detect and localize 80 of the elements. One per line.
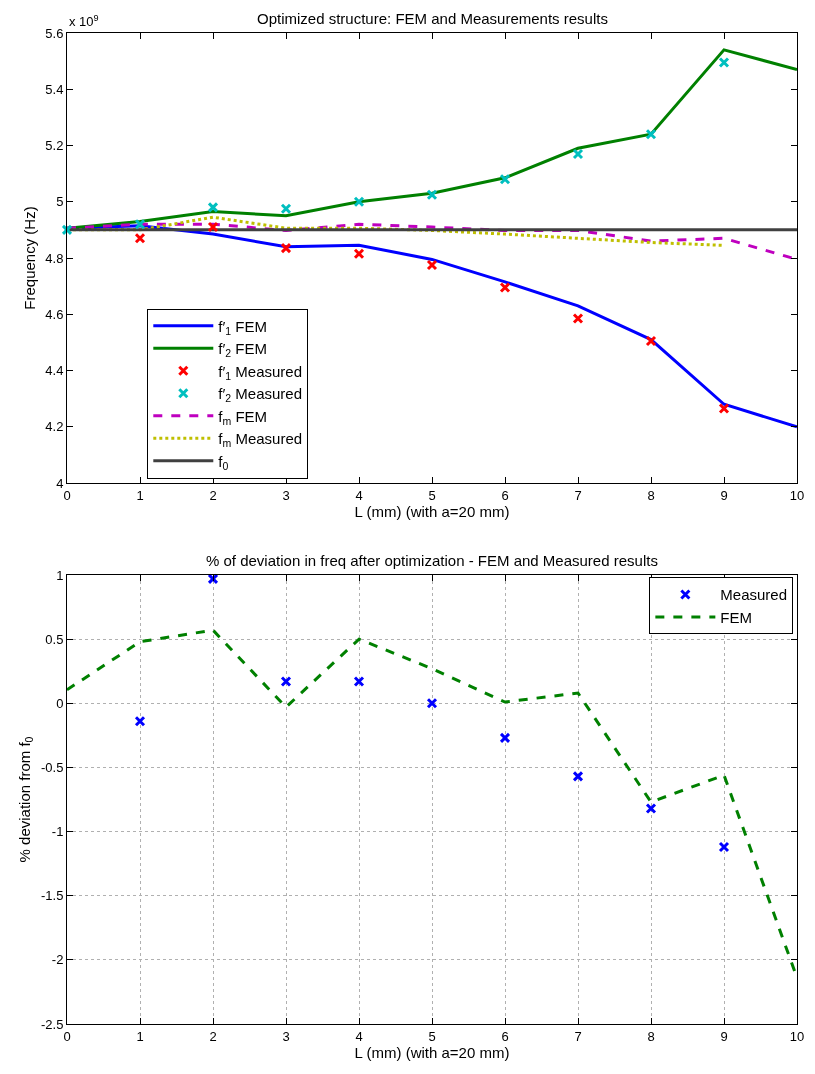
x-tick-label: 7 — [574, 487, 582, 503]
x-tick-label: 1 — [136, 1028, 144, 1044]
x-tick-label: 10 — [789, 487, 805, 503]
y-tick-label: 0.5 — [45, 631, 64, 647]
y-tick-label: 4.2 — [45, 419, 64, 435]
y-tick-label: 4.6 — [45, 306, 64, 322]
text: x 10$^{9}$ — [69, 13, 99, 30]
x-tick-label: 8 — [647, 487, 655, 503]
point — [207, 221, 219, 233]
point — [134, 218, 146, 230]
x-tick-label: 6 — [501, 487, 509, 503]
y-axis-title: Frequency (Hz) — [20, 206, 38, 310]
point — [280, 203, 292, 215]
point — [718, 402, 730, 414]
point — [61, 224, 73, 236]
point — [280, 242, 292, 254]
x-tick-label: 6 — [501, 1028, 509, 1044]
x-tick-label: 5 — [428, 1028, 436, 1044]
point — [645, 128, 657, 140]
x-tick-label: 2 — [209, 487, 217, 503]
y-tick-label: 4.8 — [45, 250, 64, 266]
x-tick-label: 10 — [789, 1028, 805, 1044]
x-tick-label: 9 — [720, 1028, 728, 1044]
y-tick-label: -1.5 — [40, 888, 64, 904]
x-tick-label: 3 — [282, 1028, 290, 1044]
legend-label: f′$_{2}$ FEM — [218, 340, 267, 360]
chart-title: % of deviation in freq after optimization - FEM and Measured results — [206, 552, 658, 569]
chart-title: Optimized structure: FEM and Measurements results — [257, 10, 608, 27]
y-tick-label: -0.5 — [40, 759, 64, 775]
x-tick-label: 2 — [209, 1028, 217, 1044]
point — [280, 675, 292, 687]
point — [572, 312, 584, 324]
legend-label: f$_{m}$ Measured — [218, 430, 303, 450]
legend-label: FEM — [720, 608, 753, 626]
x-tick-label: 4 — [355, 1028, 363, 1044]
point — [426, 259, 438, 271]
x-tick-label: 9 — [720, 487, 728, 503]
point — [207, 573, 219, 585]
point — [134, 715, 146, 727]
legend-label: f$_{m}$ FEM — [218, 407, 268, 427]
point — [207, 201, 219, 213]
x-tick-label: 5 — [428, 487, 436, 503]
point — [718, 841, 730, 853]
point — [499, 732, 511, 744]
point — [718, 57, 730, 69]
x-tick-label: 1 — [136, 487, 144, 503]
point — [353, 675, 365, 687]
point — [645, 802, 657, 814]
y-tick-label: 5 — [56, 194, 64, 210]
y-tick-label: 4.4 — [45, 363, 64, 379]
legend-label: f$_{0}$ — [218, 452, 229, 472]
legend-label: f′$_{2}$ Measured — [218, 385, 302, 405]
x-tick-label: 8 — [647, 1028, 655, 1044]
point — [499, 282, 511, 294]
point — [572, 770, 584, 782]
x-tick-label: 4 — [355, 487, 363, 503]
point — [645, 335, 657, 347]
y-tick-label: 5.6 — [45, 25, 64, 41]
x-axis-title: L (mm) (with a=20 mm) — [354, 1043, 510, 1061]
point — [426, 189, 438, 201]
point — [572, 148, 584, 160]
legend-label: Measured — [720, 586, 788, 604]
legend-label: f′$_{1}$ FEM — [218, 317, 267, 337]
point — [353, 196, 365, 208]
y-tick-label: 4 — [56, 475, 64, 491]
y-tick-label: -2.5 — [40, 1016, 64, 1032]
y-tick-label: 0 — [56, 695, 64, 711]
y-tick-label: 5.4 — [45, 81, 64, 97]
point — [134, 232, 146, 244]
y-tick-label: -1 — [51, 824, 64, 840]
x-axis-title: L (mm) (with a=20 mm) — [354, 502, 510, 520]
x-tick-label: 3 — [282, 487, 290, 503]
legend-label: f′$_{1}$ Measured — [218, 362, 302, 382]
x-tick-label: 7 — [574, 1028, 582, 1044]
point — [426, 697, 438, 709]
point — [499, 173, 511, 185]
point — [353, 248, 365, 260]
y-tick-label: 1 — [56, 567, 64, 583]
y-tick-label: -2 — [51, 952, 64, 968]
y-tick-label: 5.2 — [45, 138, 64, 154]
